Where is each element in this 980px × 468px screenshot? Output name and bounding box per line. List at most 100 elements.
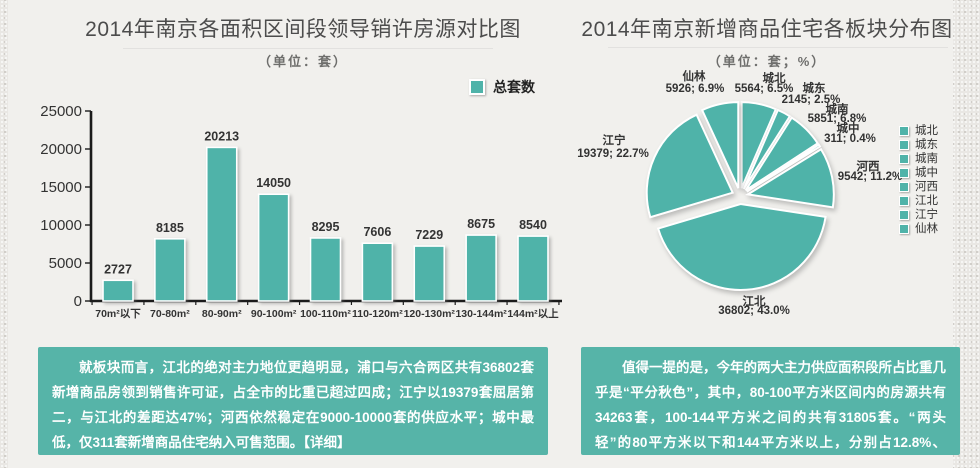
title-divider [123, 48, 493, 49]
left-note-box: 就板块而言，江北的绝对主力地位更趋明显，浦口与六合两区共有36802套新增商品房… [38, 347, 548, 455]
left-note-text: 就板块而言，江北的绝对主力地位更趋明显，浦口与六合两区共有36802套新增商品房… [52, 355, 534, 455]
pie-slice-name-label: 江宁 [603, 133, 626, 147]
pie-slice-value-label: 36802; 43.0% [718, 305, 790, 317]
legend-swatch-icon [899, 126, 909, 136]
legend-swatch-icon [899, 154, 909, 164]
x-axis-category-label: 70-80m² [150, 308, 190, 320]
pie-slice-name-label: 城南 [826, 102, 849, 116]
bar-value-label: 8295 [312, 220, 340, 234]
pie-slice-name-label: 城中 [837, 121, 860, 135]
detail-link[interactable]: 【详细】 [303, 435, 351, 450]
y-axis-label: 10000 [40, 217, 82, 234]
bar-chart-legend: 总套数 [469, 77, 535, 97]
pie-slice-name-label: 河西 [857, 159, 880, 173]
x-axis-category-label: 130-144m² [455, 308, 507, 320]
pie-slice-value-label: 2145; 2.5% [782, 94, 841, 106]
x-axis-category-label: 120-130m² [404, 308, 456, 320]
pie-slice [645, 113, 735, 219]
bar-value-label: 8675 [467, 217, 495, 231]
pie-legend-item: 河西 [899, 180, 938, 194]
pie-slice-value-label: 5564; 6.5% [735, 83, 794, 95]
pie-slice [746, 143, 822, 193]
bar [517, 235, 549, 302]
legend-swatch-icon [899, 210, 909, 220]
pie-legend-item: 城中 [899, 166, 938, 180]
pie-chart-title: 2014年南京新增商品住宅各板块分布图 [581, 18, 953, 41]
bar-value-label: 7606 [363, 225, 391, 239]
legend-label: 河西 [915, 181, 938, 193]
legend-label: 仙林 [915, 223, 938, 235]
x-axis-category-label: 144m²以上 [507, 307, 559, 320]
x-axis-category-label: 70m²以下 [95, 308, 141, 320]
legend-label: 城南 [915, 153, 938, 165]
pie-slice-value-label: 5851; 6.8% [808, 113, 867, 125]
bar [361, 242, 394, 302]
bar [205, 146, 238, 302]
pie-legend-item: 仙林 [899, 222, 938, 236]
pie-legend-item: 城北 [899, 124, 938, 138]
y-axis-label: 25000 [40, 103, 82, 120]
bar-chart-title: 2014年南京各面积区间段领导销许房源对比图 [85, 18, 521, 41]
y-axis-label: 5000 [49, 255, 82, 272]
pie-slice-value-label: 9542; 11.2% [838, 171, 903, 183]
x-axis-category-label: 80-90m² [202, 308, 242, 320]
pie-slice-value-label: 19379; 22.7% [577, 148, 649, 160]
note-body: 值得一提的是，今年的两大主力供应面积段所占比重几乎是“平分秋色”，其中，80-1… [595, 360, 946, 450]
pie-legend: 城北城东城南城中河西江北江宁仙林 [899, 124, 938, 236]
pie-slice [656, 202, 827, 291]
bar [413, 245, 446, 302]
y-axis-label: 0 [74, 293, 82, 310]
x-axis-category-label: 110-120m² [352, 308, 403, 320]
y-axis-label: 20000 [40, 141, 82, 158]
x-axis-category-label: 90-100m² [251, 308, 297, 320]
pie-slice [744, 147, 835, 209]
bar [102, 279, 134, 302]
pie-slice-value-label: 311; 0.4% [824, 133, 876, 145]
legend-label: 城东 [915, 139, 938, 151]
legend-swatch-icon [899, 168, 909, 178]
legend-swatch-icon [899, 182, 909, 192]
pie-legend-item: 城东 [899, 138, 938, 152]
note-body: 就板块而言，江北的绝对主力地位更趋明显，浦口与六合两区共有36802套新增商品房… [52, 360, 534, 450]
pie-slice [744, 116, 820, 192]
bar-value-label: 7229 [415, 228, 443, 242]
title-divider [608, 47, 948, 48]
pie-legend-item: 江北 [899, 194, 938, 208]
bar-value-label: 2727 [104, 262, 132, 276]
x-axis-category-label: 100-110m² [300, 308, 351, 320]
content-panel: 2014年南京各面积区间段领导销许房源对比图 （单位：套） 总套数 0 5000 1… [8, 0, 960, 468]
legend-swatch-icon [469, 79, 485, 95]
bar-value-label: 8540 [519, 218, 547, 232]
bar [309, 237, 342, 302]
legend-label: 江宁 [915, 209, 938, 221]
bar-chart: 0 5000 10000 15000 20000 25000 2727 70m²以下 8185 7… [40, 103, 562, 320]
y-axis-label: 15000 [40, 179, 82, 196]
bar [154, 237, 186, 302]
bar [257, 193, 290, 302]
legend-swatch-icon [899, 140, 909, 150]
right-note-box: 值得一提的是，今年的两大主力供应面积段所占比重几乎是“平分秋色”，其中，80-1… [581, 347, 960, 455]
bar-value-label: 20213 [204, 129, 239, 143]
pie-slice-name-label: 江北 [743, 294, 766, 308]
pie-slice-name-label: 城北 [763, 71, 786, 85]
legend-label: 城中 [915, 167, 938, 179]
pie-slice [742, 108, 792, 190]
pie-chart-subtitle: （单位：套；%） [707, 54, 827, 69]
pie-legend-item: 江宁 [899, 208, 938, 222]
pie-slice-name-label: 仙林 [683, 69, 706, 83]
right-note-text: 值得一提的是，今年的两大主力供应面积段所占比重几乎是“平分秋色”，其中，80-1… [595, 355, 946, 455]
bar [465, 234, 497, 302]
pie-slice-name-label: 城东 [803, 81, 826, 95]
legend-swatch-icon [899, 224, 909, 234]
bar-chart-subtitle: （单位：套） [257, 54, 348, 69]
pie-slice [700, 101, 740, 189]
legend-label: 城北 [915, 125, 938, 137]
pie-slice-value-label: 5926; 6.9% [666, 83, 725, 95]
pie-legend-item: 城南 [899, 152, 938, 166]
bar-value-label: 8185 [156, 221, 184, 235]
legend-label: 总套数 [493, 79, 535, 95]
legend-swatch-icon [899, 196, 909, 206]
pie-slice [740, 101, 778, 189]
legend-label: 江北 [915, 195, 938, 207]
